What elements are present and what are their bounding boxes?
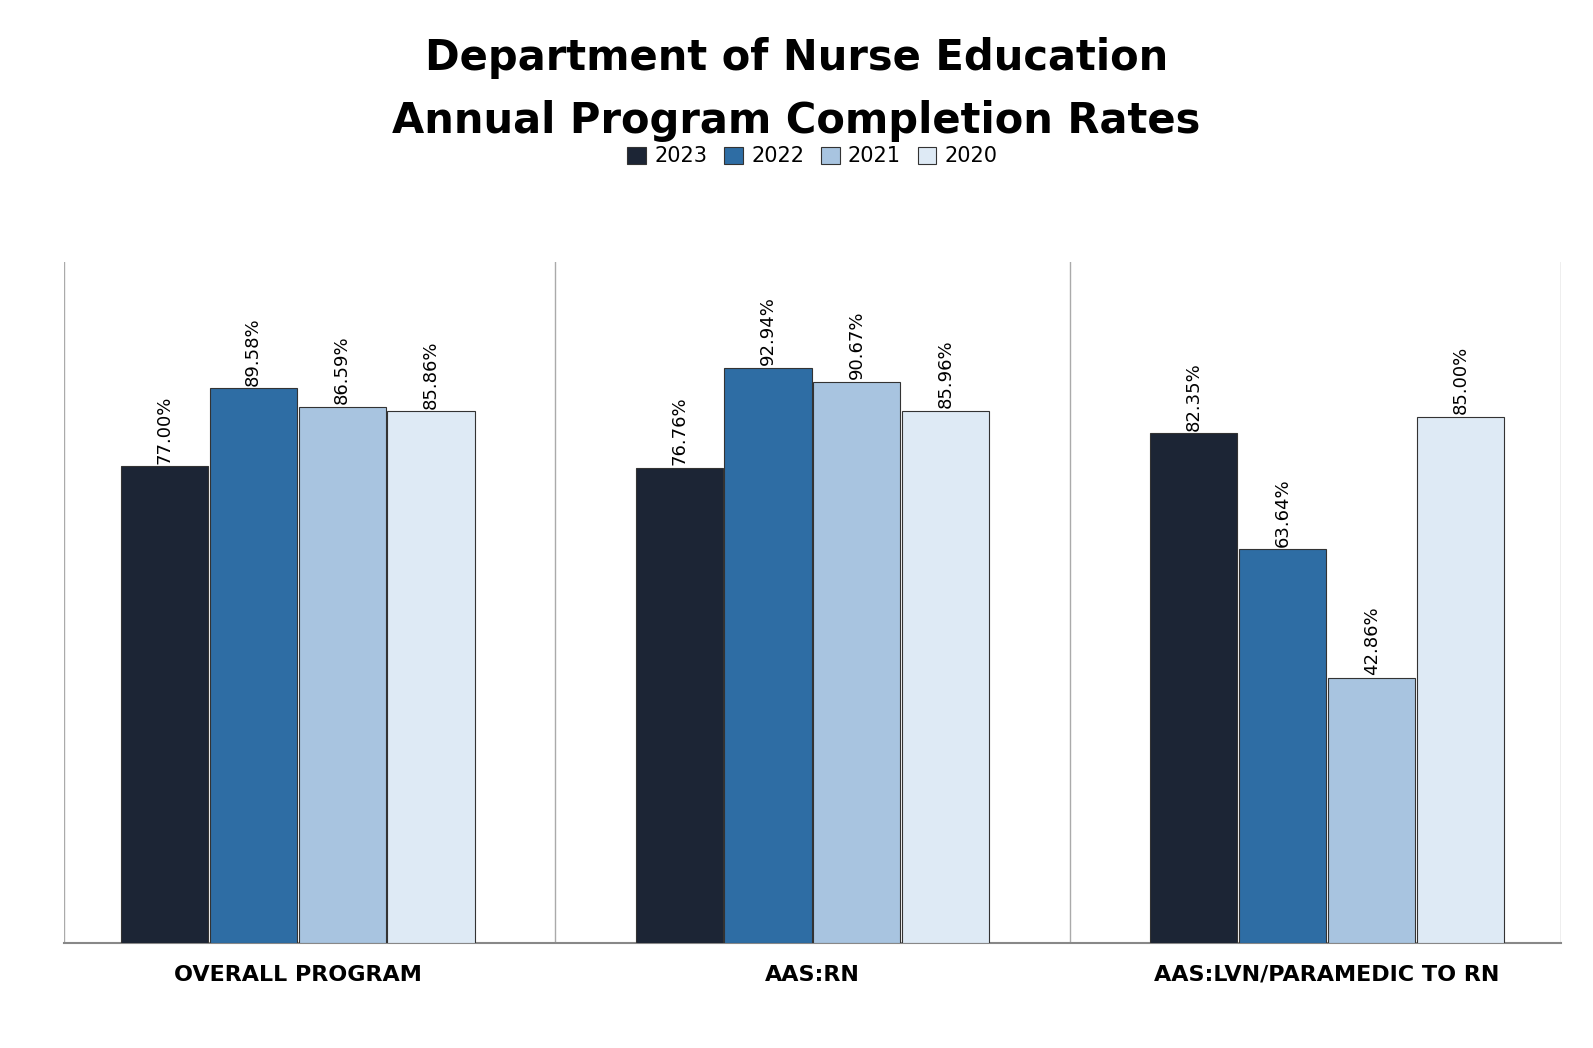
Bar <box>725 368 811 943</box>
Text: 85.96%: 85.96% <box>937 340 954 409</box>
Bar <box>1416 417 1504 943</box>
Legend: 2023, 2022, 2021, 2020: 2023, 2022, 2021, 2020 <box>628 147 997 167</box>
Bar <box>387 412 475 943</box>
Text: Department of Nurse Education: Department of Nurse Education <box>425 37 1168 79</box>
Text: Annual Program Completion Rates: Annual Program Completion Rates <box>392 100 1201 141</box>
Text: 76.76%: 76.76% <box>671 397 688 465</box>
Text: 92.94%: 92.94% <box>758 297 777 365</box>
Text: 90.67%: 90.67% <box>847 310 867 379</box>
Bar <box>121 466 209 943</box>
Bar <box>1239 549 1327 943</box>
Text: 85.86%: 85.86% <box>422 341 440 409</box>
Text: 89.58%: 89.58% <box>244 318 263 386</box>
Text: 85.00%: 85.00% <box>1451 346 1469 414</box>
Text: 63.64%: 63.64% <box>1274 478 1292 547</box>
Text: 42.86%: 42.86% <box>1362 607 1381 675</box>
Bar <box>210 389 296 943</box>
Bar <box>902 411 989 943</box>
Bar <box>298 407 386 943</box>
Bar <box>814 381 900 943</box>
Bar <box>1150 433 1238 943</box>
Bar <box>636 467 723 943</box>
Text: 82.35%: 82.35% <box>1185 362 1203 431</box>
Text: 77.00%: 77.00% <box>156 395 174 464</box>
Bar <box>1329 678 1415 943</box>
Text: 86.59%: 86.59% <box>333 335 350 405</box>
